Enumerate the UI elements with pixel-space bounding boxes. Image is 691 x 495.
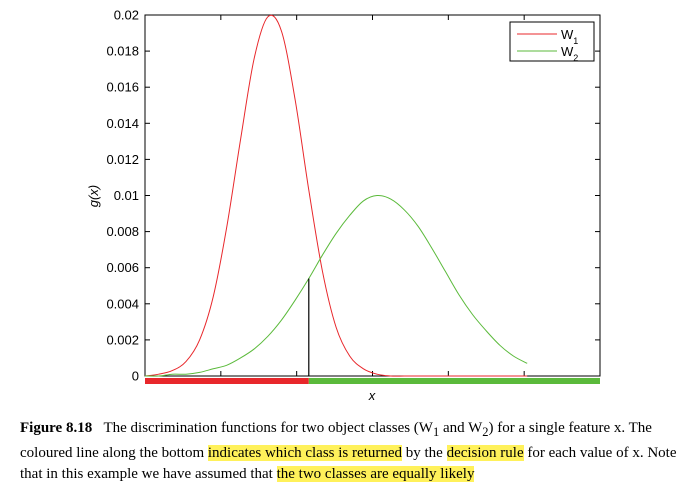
caption-text-2: and W bbox=[439, 420, 483, 436]
highlight-class-returned: indicates which class is returned bbox=[207, 445, 402, 461]
y-tick-label: 0.012 bbox=[106, 152, 139, 167]
x-axis-ticks bbox=[220, 15, 525, 376]
legend-subscript: 1 bbox=[573, 36, 578, 46]
caption-text-1: The discrimination functions for two obj… bbox=[103, 420, 433, 436]
plot-area bbox=[144, 14, 601, 377]
y-tick-label: 0.02 bbox=[114, 8, 139, 23]
series-line-w1 bbox=[144, 14, 528, 377]
decision-bar bbox=[145, 378, 600, 384]
caption-text-3: ) for a single feature x. The coloured l… bbox=[20, 420, 652, 461]
y-axis-ticks: 0 0.002 0.004 0.006 0.008 0.01 0.012 0.014 0.016… bbox=[106, 8, 600, 384]
chart: 0 0.002 0.004 0.006 0.008 0.01 0.012 0.014 0.016… bbox=[86, 8, 601, 403]
plot-frame bbox=[144, 14, 601, 377]
y-tick-label: 0.01 bbox=[114, 188, 139, 203]
y-tick-label: 0.018 bbox=[106, 44, 139, 59]
y-tick-label: 0.016 bbox=[106, 80, 139, 95]
caption-text-4: by the bbox=[401, 445, 447, 461]
y-tick-label: 0.004 bbox=[106, 296, 139, 311]
figure-caption: Figure 8.18 The discrimination functions… bbox=[20, 418, 680, 485]
highlight-equally-likely: the two classes are equally likely bbox=[276, 466, 475, 482]
caption-subscript-2: 2 bbox=[482, 425, 489, 439]
decision-bar-w2 bbox=[308, 378, 600, 384]
series-line-w2 bbox=[144, 194, 528, 377]
caption-label: Figure 8.18 bbox=[20, 420, 93, 436]
caption-text-5: for each value of x. Note that in this e… bbox=[20, 445, 677, 482]
y-tick-label: 0.008 bbox=[106, 224, 139, 239]
x-axis-label: x bbox=[368, 388, 376, 403]
legend-subscript: 2 bbox=[573, 53, 578, 63]
highlight-decision-rule: decision rule bbox=[446, 445, 524, 461]
y-tick-label: 0.006 bbox=[106, 260, 139, 275]
decision-bar-w1 bbox=[145, 378, 309, 384]
caption-subscript-1: 1 bbox=[432, 425, 440, 439]
legend-box bbox=[509, 21, 595, 62]
series-lines bbox=[144, 14, 528, 377]
y-axis-label: g(x) bbox=[86, 185, 101, 207]
y-tick-label: 0 bbox=[132, 369, 139, 384]
y-tick-label: 0.014 bbox=[106, 116, 139, 131]
y-tick-label: 0.002 bbox=[106, 332, 139, 347]
